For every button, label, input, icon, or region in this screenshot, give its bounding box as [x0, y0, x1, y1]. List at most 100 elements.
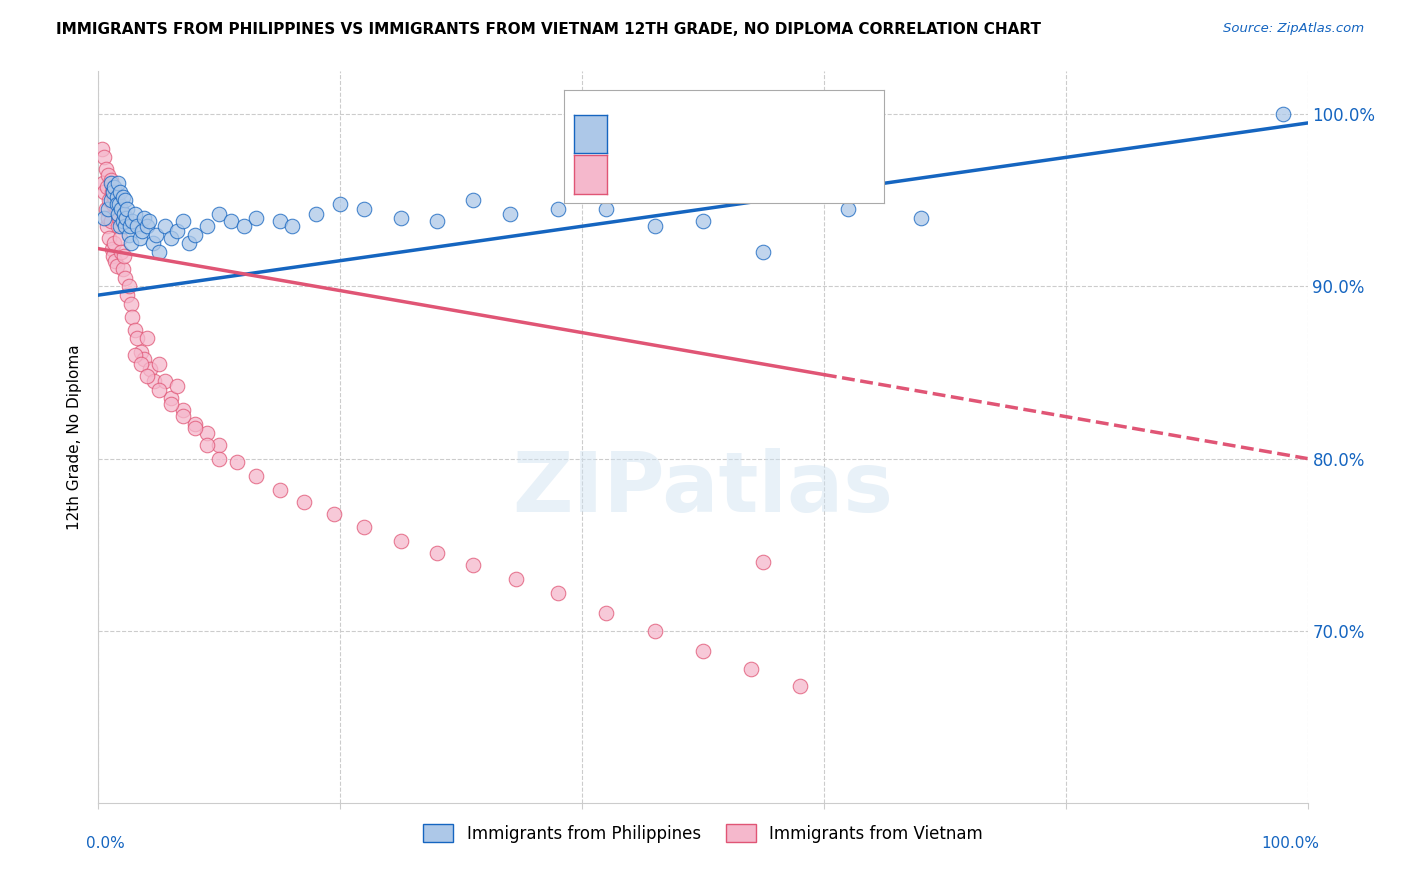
Point [195, 438, 218, 452]
Point [498, 207, 520, 221]
Point [269, 483, 291, 497]
Point [100, 242, 122, 256]
Point [692, 644, 714, 658]
Text: 0.0%: 0.0% [86, 836, 125, 851]
Point [463, 558, 485, 573]
Point [108, 185, 131, 199]
Point [105, 259, 128, 273]
Point [389, 534, 412, 549]
Point [118, 279, 141, 293]
Point [426, 546, 449, 560]
Point [172, 409, 194, 423]
Point [752, 555, 775, 569]
Point [111, 262, 134, 277]
Point [148, 357, 170, 371]
Point [97, 168, 120, 182]
Point [107, 219, 129, 234]
Point [160, 392, 183, 406]
Point [124, 348, 146, 362]
Point [117, 288, 139, 302]
Point [208, 207, 231, 221]
Point [505, 572, 527, 586]
Point [94, 162, 117, 177]
Point [138, 214, 160, 228]
Point [112, 248, 135, 262]
Point [644, 624, 666, 638]
Point [98, 194, 121, 208]
Point [134, 351, 156, 366]
Point [142, 236, 165, 251]
Point [111, 214, 134, 228]
Point [547, 202, 569, 216]
Point [184, 420, 207, 434]
Point [97, 211, 120, 225]
Point [195, 219, 218, 234]
Text: -0.099: -0.099 [652, 166, 714, 185]
Point [120, 296, 142, 310]
Point [353, 202, 375, 216]
Point [692, 214, 714, 228]
Point [129, 357, 152, 371]
Point [101, 197, 124, 211]
Text: N = 63: N = 63 [716, 122, 773, 140]
Point [208, 438, 231, 452]
Point [184, 417, 207, 432]
Point [107, 176, 129, 190]
Point [103, 236, 125, 251]
Point [281, 219, 304, 234]
Point [789, 679, 811, 693]
Point [100, 214, 122, 228]
Point [91, 142, 114, 156]
Point [463, 194, 485, 208]
Point [108, 197, 131, 211]
Point [94, 202, 117, 216]
Point [100, 194, 122, 208]
Point [128, 231, 150, 245]
Point [93, 185, 115, 199]
Point [121, 310, 143, 325]
Point [644, 219, 666, 234]
Point [117, 202, 139, 216]
Point [112, 207, 135, 221]
Point [100, 173, 122, 187]
Point [135, 369, 157, 384]
Point [740, 662, 762, 676]
Point [145, 227, 167, 242]
Point [148, 245, 170, 260]
Text: R =: R = [621, 166, 651, 185]
Point [153, 374, 176, 388]
Point [910, 211, 932, 225]
Point [426, 214, 449, 228]
Legend: Immigrants from Philippines, Immigrants from Vietnam: Immigrants from Philippines, Immigrants … [416, 818, 990, 849]
Point [166, 379, 188, 393]
Point [96, 179, 118, 194]
Point [547, 586, 569, 600]
Point [129, 344, 152, 359]
Point [153, 219, 176, 234]
Point [143, 374, 166, 388]
Point [135, 219, 157, 234]
Point [323, 507, 346, 521]
Point [269, 214, 291, 228]
Text: 100.0%: 100.0% [1261, 836, 1320, 851]
Point [96, 219, 118, 234]
Y-axis label: 12th Grade, No Diploma: 12th Grade, No Diploma [67, 344, 83, 530]
Point [91, 176, 114, 190]
Point [114, 194, 136, 208]
Point [160, 396, 183, 410]
Point [105, 197, 128, 211]
Point [1272, 107, 1295, 121]
Point [93, 150, 115, 164]
Text: ZIPatlas: ZIPatlas [513, 448, 893, 529]
Point [195, 425, 218, 440]
Point [108, 211, 131, 225]
Point [108, 231, 131, 245]
Point [97, 202, 120, 216]
Point [595, 607, 617, 621]
Point [752, 245, 775, 260]
Point [232, 219, 254, 234]
Point [124, 207, 146, 221]
Point [595, 202, 617, 216]
Point [184, 227, 207, 242]
Point [148, 383, 170, 397]
